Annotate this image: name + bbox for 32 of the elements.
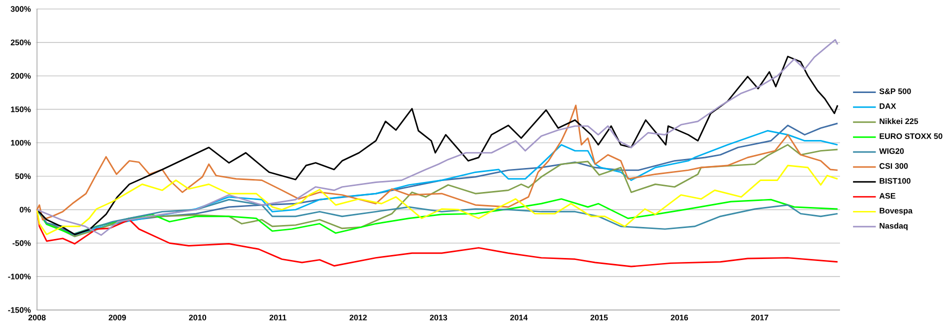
x-tick-label: 2016: [670, 314, 688, 320]
line-series: [36, 104, 838, 220]
legend-label: CSI 300: [880, 163, 908, 169]
legend-label: WIG20: [879, 148, 904, 154]
y-tick-label: 200%: [10, 73, 31, 79]
y-tick-label: 100%: [11, 140, 31, 146]
y-tick-label: 50%: [15, 173, 31, 180]
x-tick-label: 2014: [510, 314, 528, 320]
x-tick-label: 2017: [751, 314, 768, 320]
y-tick-label: -100%: [8, 274, 31, 280]
legend-label: Nikkei 225: [880, 118, 918, 124]
x-tick-label: 2008: [28, 314, 46, 320]
y-tick-label: 150%: [11, 106, 31, 112]
y-tick-label: 250%: [10, 40, 31, 46]
y-tick-label: -50%: [12, 240, 31, 246]
legend-label: DAX: [880, 103, 896, 109]
x-tick-label: 2010: [188, 314, 206, 320]
legend-label: ASE: [879, 193, 896, 199]
y-tick-label: 0%: [20, 206, 31, 213]
y-tick-label: 300%: [10, 6, 31, 12]
x-tick-label: 2009: [108, 314, 126, 320]
legend-label: BIST100: [880, 178, 910, 184]
line-series: [36, 164, 838, 236]
legend-label: EURO STOXX 50: [880, 133, 942, 139]
legend-label: Bovespa: [880, 208, 913, 216]
x-tick-label: 2011: [270, 314, 286, 320]
y-tick-label: -150%: [8, 307, 31, 313]
x-tick-label: 2012: [350, 314, 367, 320]
x-tick-label: 2015: [590, 314, 608, 320]
x-tick-label: 2013: [430, 314, 448, 320]
legend-label: S&P 500: [879, 88, 911, 94]
legend-label: Nasdaq: [880, 222, 908, 230]
